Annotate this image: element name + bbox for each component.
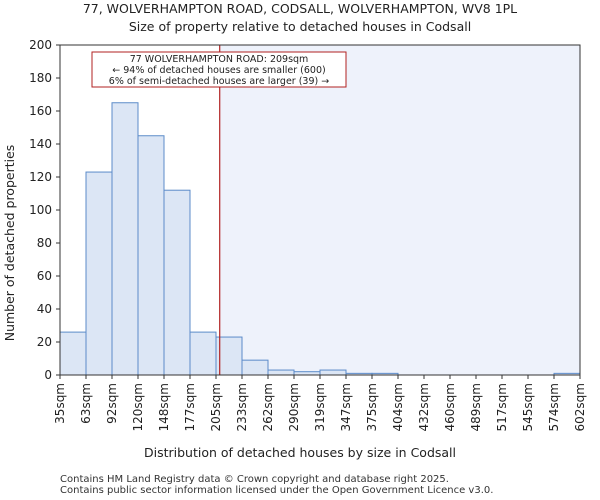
y-tick-label: 200 xyxy=(29,38,52,52)
y-tick-label: 120 xyxy=(29,170,52,184)
annotation-line-3: 6% of semi-detached houses are larger (3… xyxy=(109,76,329,87)
x-tick-label: 432sqm xyxy=(417,383,431,431)
y-axis-label: Number of detached properties xyxy=(2,145,17,342)
x-tick-label: 148sqm xyxy=(157,383,171,431)
x-tick-label: 375sqm xyxy=(365,383,379,431)
bar-120sqm xyxy=(137,135,165,376)
x-tick-label: 602sqm xyxy=(573,383,587,431)
x-tick-label: 319sqm xyxy=(313,383,327,431)
larger-properties-highlight xyxy=(219,45,580,375)
y-tick-label: 0 xyxy=(44,368,52,382)
bar-233sqm xyxy=(241,359,269,376)
bar-92sqm xyxy=(111,102,139,376)
y-tick-label: 100 xyxy=(29,203,52,217)
y-axis-ticks: 0 20 40 60 80 100 120 140 160 180 200 xyxy=(29,38,60,382)
y-tick-label: 20 xyxy=(37,335,52,349)
y-tick-label: 80 xyxy=(37,236,52,250)
x-tick-label: 545sqm xyxy=(521,383,535,431)
x-tick-label: 347sqm xyxy=(339,383,353,431)
bar-35sqm xyxy=(59,331,87,376)
bars-group xyxy=(59,102,581,376)
y-tick-label: 160 xyxy=(29,104,52,118)
x-axis-ticks: 35sqm 63sqm 92sqm 120sqm 148sqm 177sqm 205sqm 2… xyxy=(53,375,587,431)
x-tick-label: 460sqm xyxy=(443,383,457,431)
x-tick-label: 177sqm xyxy=(183,383,197,431)
x-tick-label: 489sqm xyxy=(469,383,483,431)
annotation-line-1: 77 WOLVERHAMPTON ROAD: 209sqm xyxy=(130,54,309,65)
footer-line-2: Contains public sector information licen… xyxy=(60,485,493,496)
x-tick-label: 92sqm xyxy=(105,383,119,424)
x-tick-label: 120sqm xyxy=(131,383,145,431)
y-tick-label: 180 xyxy=(29,71,52,85)
x-tick-label: 35sqm xyxy=(53,383,67,424)
bar-262sqm xyxy=(267,369,295,376)
x-tick-label: 205sqm xyxy=(209,383,223,431)
chart-subtitle: Size of property relative to detached ho… xyxy=(129,19,471,34)
chart-title: 77, WOLVERHAMPTON ROAD, CODSALL, WOLVERH… xyxy=(83,1,517,16)
x-tick-label: 233sqm xyxy=(235,383,249,431)
annotation-line-2: ← 94% of detached houses are smaller (60… xyxy=(112,65,325,76)
x-axis-label: Distribution of detached houses by size … xyxy=(144,445,456,460)
bar-148sqm xyxy=(163,189,191,376)
bar-63sqm xyxy=(85,171,113,376)
x-tick-label: 517sqm xyxy=(495,383,509,431)
x-tick-label: 290sqm xyxy=(287,383,301,431)
x-tick-label: 262sqm xyxy=(261,383,275,431)
x-tick-label: 404sqm xyxy=(391,383,405,431)
y-tick-label: 40 xyxy=(37,302,52,316)
y-tick-label: 140 xyxy=(29,137,52,151)
y-tick-label: 60 xyxy=(37,269,52,283)
footer-line-1: Contains HM Land Registry data © Crown c… xyxy=(60,474,449,485)
annotation-box: 77 WOLVERHAMPTON ROAD: 209sqm ← 94% of d… xyxy=(91,51,347,88)
bar-177sqm xyxy=(189,331,217,376)
bar-319sqm xyxy=(319,369,347,376)
x-tick-label: 574sqm xyxy=(547,383,561,431)
x-tick-label: 63sqm xyxy=(79,383,93,424)
